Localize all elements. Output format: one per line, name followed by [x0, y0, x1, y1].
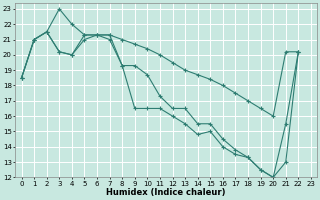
X-axis label: Humidex (Indice chaleur): Humidex (Indice chaleur) [107, 188, 226, 197]
